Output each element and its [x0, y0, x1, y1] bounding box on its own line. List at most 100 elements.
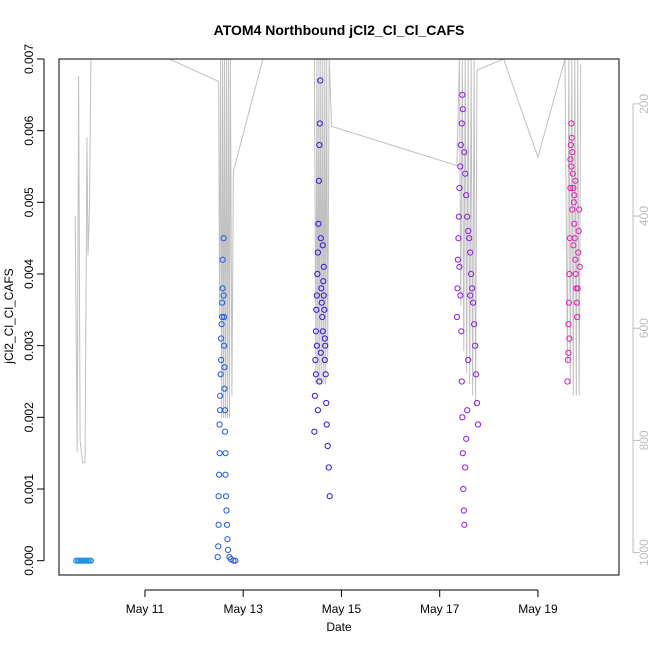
- data-point-s1-p35: [232, 557, 239, 564]
- data-point-s1-p10: [218, 356, 225, 364]
- x-tick-label-2: May 15: [322, 602, 362, 616]
- x-tick-label-1: May 13: [224, 602, 264, 616]
- data-point-s3-p20: [470, 299, 477, 306]
- data-point-s4-p10: [569, 149, 576, 156]
- data-point-s1-p0: [214, 554, 221, 561]
- data-point-s3-p15: [465, 227, 472, 235]
- data-point-s4-p17: [572, 270, 579, 278]
- data-point-s3-p36: [457, 292, 464, 299]
- data-point-s2-p11: [316, 120, 323, 127]
- data-point-s2-p17: [319, 328, 326, 335]
- data-point-s1-p16: [219, 256, 226, 263]
- data-point-s3-p10: [459, 106, 466, 113]
- data-point-s4-p33: [572, 177, 579, 184]
- data-point-s1-p19: [221, 313, 228, 321]
- data-point-s3-p4: [455, 213, 462, 220]
- data-point-s2-p8: [315, 220, 322, 227]
- data-point-s1-p31: [224, 546, 232, 554]
- data-point-s3-p39: [467, 292, 474, 299]
- y-tick-label-0: 0.000: [22, 545, 36, 575]
- data-point-s2-p19: [320, 263, 327, 270]
- data-point-s2-p32: [313, 342, 320, 349]
- data-point-s3-p25: [474, 421, 482, 428]
- data-point-s3-p34: [464, 407, 471, 414]
- data-point-s2-p35: [320, 292, 327, 299]
- data-point-s4-p26: [565, 349, 572, 356]
- data-point-s4-p22: [575, 249, 582, 256]
- data-point-s2-p10: [316, 141, 323, 149]
- data-point-s1-p26: [222, 471, 229, 478]
- altitude-line: [74, 59, 582, 464]
- data-point-s3-p38: [465, 356, 472, 364]
- data-point-s1-p14: [219, 299, 226, 306]
- data-point-s4-p13: [570, 199, 577, 206]
- data-point-s2-p26: [324, 442, 331, 450]
- data-point-s1-p13: [219, 313, 226, 321]
- data-point-s4-p9: [568, 134, 575, 141]
- data-point-s2-p2: [312, 356, 319, 364]
- data-point-s4-p19: [573, 299, 580, 306]
- data-point-s2-p30: [316, 378, 323, 385]
- data-point-s2-p31: [314, 407, 321, 414]
- data-point-s4-p21: [574, 285, 581, 292]
- y-tick-label-3: 0.003: [22, 330, 36, 360]
- data-point-s2-p25: [323, 421, 330, 428]
- data-point-s2-p22: [322, 342, 329, 349]
- data-point-s3-p17: [467, 249, 474, 256]
- data-point-s4-p8: [568, 120, 575, 127]
- data-point-s1-p30: [224, 536, 231, 543]
- y-axis-label: jCl2_Cl_Cl_CAFS: [2, 268, 16, 364]
- data-point-s2-p14: [318, 285, 325, 292]
- data-point-s2-p16: [319, 313, 326, 321]
- data-point-s2-p34: [319, 242, 326, 249]
- data-point-s3-p18: [468, 270, 475, 278]
- data-point-s0-p10: [87, 557, 95, 564]
- data-point-s4-p7: [567, 141, 575, 149]
- data-point-s2-p7: [314, 249, 321, 256]
- data-point-s1-p9: [217, 371, 224, 378]
- chart-title: ATOM4 Northbound jCl2_Cl_Cl_CAFS: [214, 22, 465, 38]
- data-point-s3-p35: [456, 263, 463, 270]
- data-point-s3-p3: [455, 235, 462, 242]
- data-point-s1-p4: [216, 471, 223, 478]
- data-point-s3-p8: [458, 120, 465, 127]
- y2-tick-label-1: 400: [637, 206, 650, 226]
- data-point-s4-p3: [565, 299, 573, 306]
- data-point-s4-p31: [570, 242, 577, 249]
- data-point-s3-p27: [459, 414, 466, 421]
- data-point-s4-p32: [571, 192, 578, 199]
- data-point-s1-p15: [219, 285, 226, 292]
- data-point-s1-p21: [221, 364, 228, 371]
- data-point-s3-p26: [458, 378, 465, 385]
- data-point-s3-p30: [460, 507, 467, 514]
- data-point-s3-p7: [457, 141, 464, 149]
- data-point-s3-p33: [463, 435, 470, 442]
- data-point-s3-p1: [454, 285, 461, 292]
- data-point-s1-p18: [220, 292, 227, 299]
- data-point-s4-p14: [571, 220, 578, 227]
- data-point-s2-p4: [313, 306, 320, 313]
- data-point-s1-p34: [230, 557, 237, 564]
- y-tick-label-5: 0.005: [22, 187, 36, 217]
- data-point-s2-p5: [313, 292, 320, 299]
- data-point-s2-p12: [317, 77, 324, 84]
- y-tick-label-6: 0.006: [22, 115, 36, 145]
- data-point-s4-p1: [564, 356, 572, 364]
- data-point-s3-p14: [464, 213, 471, 220]
- data-point-s2-p20: [321, 306, 328, 313]
- data-point-s4-p6: [567, 184, 574, 192]
- data-point-s4-p2: [565, 321, 572, 328]
- data-point-s1-p3: [215, 493, 222, 500]
- data-point-s3-p28: [459, 450, 466, 457]
- data-point-s2-p21: [321, 335, 328, 342]
- data-point-s1-p25: [222, 450, 229, 457]
- y2-tick-label-0: 200: [637, 94, 650, 114]
- x-tick-label-0: May 11: [126, 602, 165, 616]
- data-point-s4-p11: [569, 170, 576, 177]
- data-point-s3-p22: [472, 342, 479, 349]
- data-point-s4-p12: [570, 184, 577, 192]
- data-point-s2-p27: [325, 464, 332, 471]
- y2-tick-label-3: 800: [637, 430, 650, 450]
- data-point-s2-p15: [318, 299, 325, 306]
